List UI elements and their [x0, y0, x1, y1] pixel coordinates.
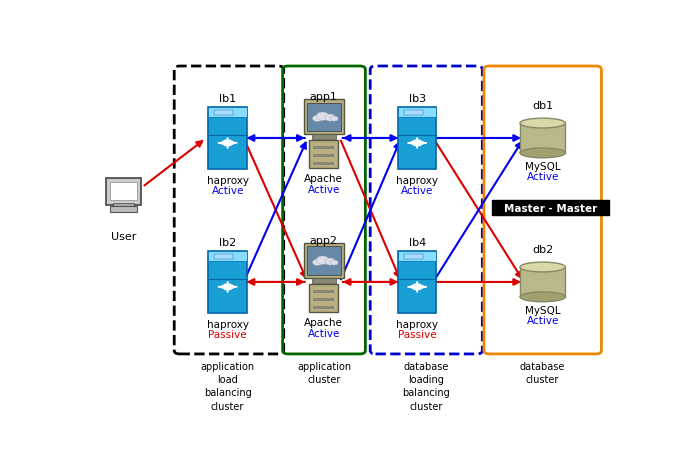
FancyBboxPatch shape: [311, 279, 336, 283]
FancyBboxPatch shape: [304, 244, 344, 279]
Text: Passive: Passive: [398, 329, 437, 339]
Text: lb2: lb2: [219, 238, 236, 248]
FancyBboxPatch shape: [208, 108, 247, 118]
Text: Active: Active: [307, 328, 340, 338]
Circle shape: [331, 117, 338, 122]
Text: db1: db1: [532, 101, 553, 111]
Text: Active: Active: [307, 184, 340, 194]
FancyBboxPatch shape: [398, 108, 436, 169]
Ellipse shape: [520, 263, 566, 273]
FancyBboxPatch shape: [520, 124, 566, 154]
Circle shape: [331, 261, 338, 266]
Text: db2: db2: [532, 244, 553, 254]
Text: lb1: lb1: [219, 94, 236, 104]
FancyBboxPatch shape: [313, 154, 334, 158]
Text: database
loading
balancing
cluster: database loading balancing cluster: [402, 361, 450, 411]
FancyBboxPatch shape: [208, 252, 247, 313]
Text: app2: app2: [310, 236, 338, 246]
Text: User: User: [111, 232, 136, 242]
FancyBboxPatch shape: [110, 182, 136, 200]
Text: MySQL: MySQL: [525, 162, 560, 172]
Text: Active: Active: [526, 316, 559, 326]
FancyBboxPatch shape: [309, 141, 338, 168]
Text: Master - Master: Master - Master: [504, 203, 597, 213]
Text: haproxy: haproxy: [396, 319, 438, 329]
FancyBboxPatch shape: [313, 298, 334, 302]
Text: application
load
balancing
cluster: application load balancing cluster: [200, 361, 255, 411]
FancyBboxPatch shape: [311, 135, 336, 139]
FancyBboxPatch shape: [398, 108, 436, 118]
Ellipse shape: [520, 292, 566, 302]
Circle shape: [325, 115, 336, 122]
FancyBboxPatch shape: [214, 111, 234, 116]
FancyBboxPatch shape: [398, 252, 436, 313]
FancyBboxPatch shape: [520, 268, 566, 297]
Text: Active: Active: [212, 186, 244, 196]
Text: Apache: Apache: [305, 174, 343, 184]
Text: haproxy: haproxy: [396, 176, 438, 186]
FancyBboxPatch shape: [208, 252, 247, 262]
FancyBboxPatch shape: [404, 254, 423, 259]
FancyBboxPatch shape: [398, 252, 436, 262]
Circle shape: [325, 258, 336, 266]
Text: Active: Active: [526, 172, 559, 182]
Text: database
cluster: database cluster: [520, 361, 566, 384]
FancyBboxPatch shape: [492, 200, 610, 216]
FancyBboxPatch shape: [313, 306, 334, 309]
Text: haproxy: haproxy: [207, 176, 249, 186]
Text: Passive: Passive: [208, 329, 247, 339]
Text: application
cluster: application cluster: [297, 361, 351, 384]
Circle shape: [313, 259, 322, 266]
FancyBboxPatch shape: [214, 254, 234, 259]
Circle shape: [313, 116, 322, 122]
Ellipse shape: [520, 149, 566, 158]
FancyBboxPatch shape: [307, 103, 340, 132]
Text: Apache: Apache: [305, 318, 343, 327]
Text: lb3: lb3: [409, 94, 426, 104]
Ellipse shape: [520, 119, 566, 129]
FancyBboxPatch shape: [106, 179, 141, 205]
FancyBboxPatch shape: [110, 207, 137, 212]
FancyBboxPatch shape: [404, 111, 423, 116]
FancyBboxPatch shape: [113, 203, 134, 207]
FancyBboxPatch shape: [313, 290, 334, 293]
Text: MySQL: MySQL: [525, 305, 560, 315]
Text: lb4: lb4: [409, 238, 426, 248]
Text: app1: app1: [310, 92, 338, 102]
FancyBboxPatch shape: [304, 100, 344, 135]
FancyBboxPatch shape: [208, 108, 247, 169]
Text: haproxy: haproxy: [207, 319, 249, 329]
Circle shape: [316, 257, 329, 265]
FancyBboxPatch shape: [313, 147, 334, 150]
Text: Active: Active: [401, 186, 433, 196]
Circle shape: [316, 113, 329, 121]
FancyBboxPatch shape: [307, 247, 340, 276]
FancyBboxPatch shape: [313, 162, 334, 166]
FancyBboxPatch shape: [309, 284, 338, 312]
